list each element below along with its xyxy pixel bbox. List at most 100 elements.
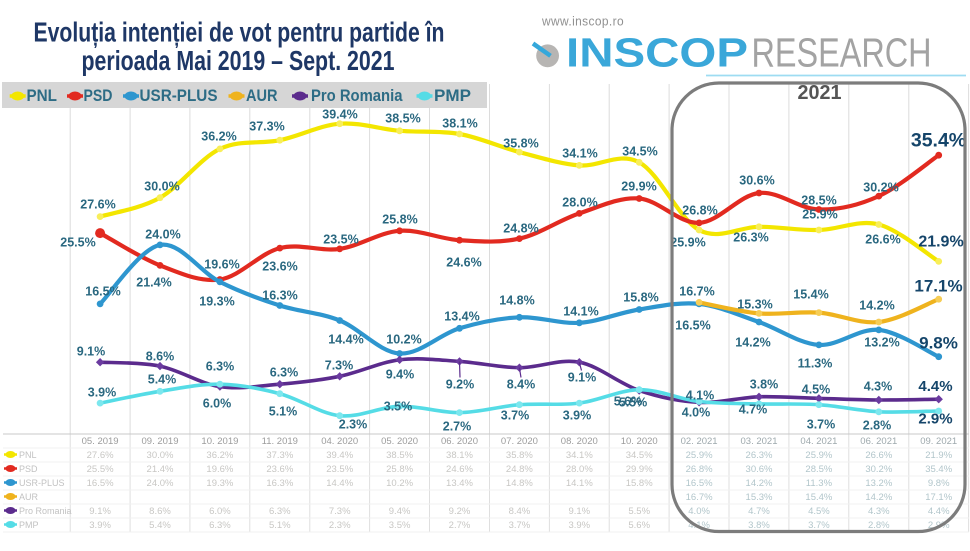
svg-text:28.0%: 28.0% bbox=[562, 195, 597, 209]
svg-text:17.1%: 17.1% bbox=[925, 492, 952, 503]
svg-text:30.0%: 30.0% bbox=[144, 179, 179, 193]
svg-text:25.8%: 25.8% bbox=[382, 212, 417, 226]
svg-text:34.5%: 34.5% bbox=[622, 144, 657, 158]
svg-text:04. 2020: 04. 2020 bbox=[321, 436, 358, 447]
svg-text:3.7%: 3.7% bbox=[501, 408, 530, 422]
svg-text:06. 2020: 06. 2020 bbox=[441, 436, 478, 447]
svg-text:3.7%: 3.7% bbox=[808, 520, 830, 531]
svg-text:36.2%: 36.2% bbox=[201, 129, 236, 143]
svg-text:9.1%: 9.1% bbox=[77, 344, 106, 358]
svg-text:15.3%: 15.3% bbox=[746, 492, 773, 503]
svg-text:25.9%: 25.9% bbox=[670, 235, 705, 249]
svg-text:9.1%: 9.1% bbox=[568, 506, 590, 517]
svg-text:06. 2021: 06. 2021 bbox=[860, 436, 897, 447]
svg-text:RESEARCH: RESEARCH bbox=[752, 30, 932, 76]
svg-text:26.8%: 26.8% bbox=[682, 203, 717, 217]
svg-text:3.8%: 3.8% bbox=[750, 377, 779, 391]
svg-text:16.5%: 16.5% bbox=[686, 478, 713, 489]
svg-text:9.2%: 9.2% bbox=[449, 506, 471, 517]
svg-text:14.1%: 14.1% bbox=[566, 478, 593, 489]
svg-text:5.5%: 5.5% bbox=[628, 506, 650, 517]
svg-text:24.8%: 24.8% bbox=[503, 221, 538, 235]
svg-text:09. 2021: 09. 2021 bbox=[920, 436, 957, 447]
svg-text:14.2%: 14.2% bbox=[865, 492, 892, 503]
svg-text:21.4%: 21.4% bbox=[136, 275, 171, 289]
svg-text:15.8%: 15.8% bbox=[623, 290, 658, 304]
svg-text:2.8%: 2.8% bbox=[868, 520, 890, 531]
svg-text:35.8%: 35.8% bbox=[506, 450, 533, 461]
svg-text:21.9%: 21.9% bbox=[918, 233, 963, 250]
svg-text:6.0%: 6.0% bbox=[203, 396, 232, 410]
svg-text:26.3%: 26.3% bbox=[746, 450, 773, 461]
svg-text:07. 2020: 07. 2020 bbox=[501, 436, 538, 447]
svg-text:8.6%: 8.6% bbox=[149, 506, 171, 517]
svg-text:05. 2020: 05. 2020 bbox=[381, 436, 418, 447]
svg-text:14.8%: 14.8% bbox=[499, 293, 534, 307]
svg-text:9.8%: 9.8% bbox=[919, 334, 958, 353]
svg-text:6.3%: 6.3% bbox=[209, 520, 231, 531]
svg-text:16.7%: 16.7% bbox=[686, 492, 713, 503]
svg-text:16.5%: 16.5% bbox=[87, 478, 114, 489]
svg-text:10. 2019: 10. 2019 bbox=[201, 436, 238, 447]
svg-text:16.5%: 16.5% bbox=[675, 318, 710, 332]
svg-text:36.2%: 36.2% bbox=[206, 450, 233, 461]
svg-text:08. 2020: 08. 2020 bbox=[561, 436, 598, 447]
svg-text:4.4%: 4.4% bbox=[928, 506, 950, 517]
svg-text:30.6%: 30.6% bbox=[746, 464, 773, 475]
svg-text:3.5%: 3.5% bbox=[389, 520, 411, 531]
svg-text:19.3%: 19.3% bbox=[199, 294, 234, 308]
svg-text:4.3%: 4.3% bbox=[864, 379, 893, 393]
svg-text:14.4%: 14.4% bbox=[328, 332, 363, 346]
svg-text:3.9%: 3.9% bbox=[568, 520, 590, 531]
svg-text:4.5%: 4.5% bbox=[808, 506, 830, 517]
svg-text:19.3%: 19.3% bbox=[206, 478, 233, 489]
svg-text:3.7%: 3.7% bbox=[807, 417, 836, 431]
svg-text:15.4%: 15.4% bbox=[805, 492, 832, 503]
svg-text:PNL: PNL bbox=[27, 87, 58, 105]
svg-text:25.9%: 25.9% bbox=[802, 207, 837, 221]
svg-text:28.5%: 28.5% bbox=[805, 464, 832, 475]
svg-text:05. 2019: 05. 2019 bbox=[82, 436, 119, 447]
svg-text:14.2%: 14.2% bbox=[746, 478, 773, 489]
svg-text:13.2%: 13.2% bbox=[864, 335, 899, 349]
svg-text:5.1%: 5.1% bbox=[269, 520, 291, 531]
svg-text:38.1%: 38.1% bbox=[446, 450, 473, 461]
svg-text:23.5%: 23.5% bbox=[323, 232, 358, 246]
svg-text:34.5%: 34.5% bbox=[626, 450, 653, 461]
svg-text:26.8%: 26.8% bbox=[686, 464, 713, 475]
svg-text:2.7%: 2.7% bbox=[449, 520, 471, 531]
svg-text:5.4%: 5.4% bbox=[148, 372, 177, 386]
svg-text:PSD: PSD bbox=[19, 464, 38, 474]
svg-text:35.4%: 35.4% bbox=[925, 464, 952, 475]
svg-text:5.6%: 5.6% bbox=[614, 394, 643, 408]
svg-text:14.2%: 14.2% bbox=[859, 298, 894, 312]
svg-text:6.3%: 6.3% bbox=[270, 365, 299, 379]
svg-text:29.9%: 29.9% bbox=[621, 179, 656, 193]
svg-text:10.2%: 10.2% bbox=[386, 478, 413, 489]
svg-text:2.3%: 2.3% bbox=[339, 417, 368, 431]
svg-text:8.4%: 8.4% bbox=[507, 377, 536, 391]
svg-text:perioada Mai 2019 – Sept. 2021: perioada Mai 2019 – Sept. 2021 bbox=[82, 45, 395, 76]
svg-text:19.6%: 19.6% bbox=[206, 464, 233, 475]
svg-text:10. 2020: 10. 2020 bbox=[621, 436, 658, 447]
svg-text:9.4%: 9.4% bbox=[386, 367, 415, 381]
svg-text:35.8%: 35.8% bbox=[503, 136, 538, 150]
svg-text:03. 2021: 03. 2021 bbox=[741, 436, 778, 447]
svg-text:25.8%: 25.8% bbox=[386, 464, 413, 475]
svg-text:02. 2021: 02. 2021 bbox=[681, 436, 718, 447]
svg-text:4.7%: 4.7% bbox=[739, 402, 768, 416]
svg-text:8.6%: 8.6% bbox=[146, 349, 175, 363]
svg-text:25.9%: 25.9% bbox=[686, 450, 713, 461]
svg-text:3.9%: 3.9% bbox=[89, 520, 111, 531]
svg-text:9.1%: 9.1% bbox=[568, 370, 597, 384]
svg-text:4.5%: 4.5% bbox=[802, 382, 831, 396]
svg-text:24.0%: 24.0% bbox=[147, 478, 174, 489]
svg-text:25.9%: 25.9% bbox=[805, 450, 832, 461]
svg-text:16.7%: 16.7% bbox=[679, 284, 714, 298]
svg-text:24.0%: 24.0% bbox=[145, 227, 180, 241]
svg-text:26.6%: 26.6% bbox=[865, 450, 892, 461]
svg-text:28.5%: 28.5% bbox=[801, 193, 836, 207]
svg-text:21.9%: 21.9% bbox=[925, 450, 952, 461]
svg-text:Pro Romania: Pro Romania bbox=[19, 506, 72, 516]
svg-text:23.6%: 23.6% bbox=[262, 259, 297, 273]
